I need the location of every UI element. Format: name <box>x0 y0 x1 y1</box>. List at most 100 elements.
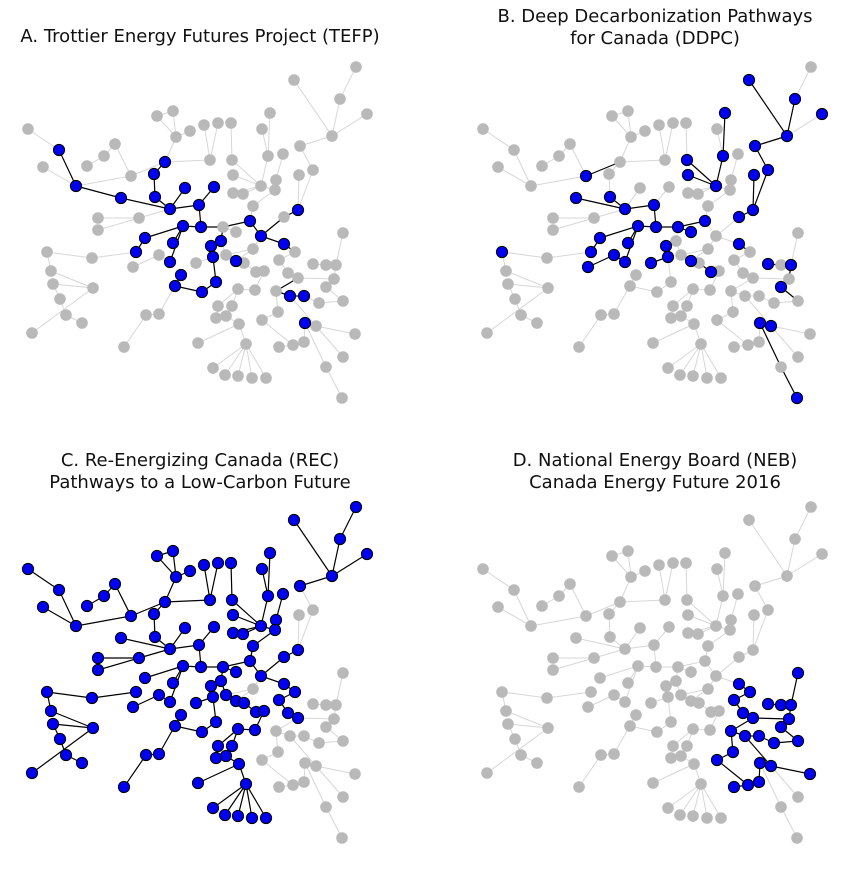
highlighted-edge <box>75 615 132 627</box>
highlighted-node <box>680 153 694 167</box>
node <box>653 559 665 571</box>
node <box>247 683 259 695</box>
highlighted-edge <box>331 553 368 577</box>
edge <box>700 343 722 379</box>
node <box>337 351 349 363</box>
node <box>624 280 636 292</box>
node <box>496 686 508 698</box>
edge <box>197 323 240 344</box>
highlighted-edge <box>759 322 782 368</box>
node <box>699 655 711 667</box>
highlighted-node <box>231 809 245 823</box>
highlighted-node <box>277 650 291 664</box>
edge <box>599 665 639 679</box>
node <box>595 309 607 321</box>
highlighted-edge <box>58 149 77 187</box>
node <box>753 290 765 302</box>
node <box>662 802 674 814</box>
edge <box>267 112 271 157</box>
node <box>41 246 53 258</box>
edge <box>46 251 93 259</box>
edge <box>297 169 314 211</box>
node <box>564 138 576 150</box>
edge <box>91 251 137 259</box>
node <box>717 590 729 602</box>
node <box>226 154 238 166</box>
node <box>547 664 559 676</box>
highlighted-node <box>681 168 695 182</box>
node <box>310 320 322 332</box>
highlighted-node <box>767 736 781 750</box>
highlighted-node <box>791 734 805 748</box>
node <box>219 369 231 381</box>
highlighted-node <box>195 725 209 739</box>
node <box>647 777 659 789</box>
node <box>313 737 325 749</box>
highlighted-node <box>764 759 778 773</box>
highlighted-node <box>138 671 152 685</box>
node <box>118 341 130 353</box>
node <box>659 594 671 606</box>
node <box>603 168 615 180</box>
highlighted-edge <box>91 691 137 699</box>
highlighted-node <box>216 660 230 674</box>
highlighted-edge <box>585 161 621 177</box>
highlighted-node <box>231 722 245 736</box>
node <box>282 267 294 279</box>
edge <box>114 143 132 177</box>
node <box>87 282 99 294</box>
node <box>775 259 787 271</box>
node <box>665 752 677 764</box>
node <box>509 733 521 745</box>
node <box>320 801 332 813</box>
edge <box>770 765 799 798</box>
highlighted-edge <box>75 185 122 199</box>
nodes-layer <box>477 501 828 844</box>
node <box>688 318 700 330</box>
highlighted-node <box>276 587 290 601</box>
highlighted-node <box>752 729 766 743</box>
highlighted-node <box>206 690 220 704</box>
node <box>662 691 674 703</box>
node <box>313 297 325 309</box>
edge <box>230 122 233 161</box>
highlighted-node <box>732 237 746 251</box>
node <box>687 723 699 735</box>
node <box>724 624 736 636</box>
highlighted-node <box>69 179 83 193</box>
edge <box>482 568 515 591</box>
node <box>715 372 727 384</box>
node <box>792 791 804 803</box>
node <box>573 781 585 793</box>
node <box>541 252 553 264</box>
highlighted-node <box>224 556 238 570</box>
edge <box>752 609 769 651</box>
panel-b-title-line-1: B. Deep Decarbonization Pathways <box>497 6 813 27</box>
edge <box>685 122 688 161</box>
highlighted-node <box>569 191 583 205</box>
highlighted-edge <box>144 225 184 239</box>
edge <box>716 319 749 346</box>
highlighted-edge <box>120 197 171 210</box>
highlighted-node <box>40 685 54 699</box>
edge <box>546 691 592 699</box>
highlighted-node <box>178 181 192 195</box>
highlighted-edge <box>123 754 147 788</box>
highlighted-node <box>195 285 209 299</box>
node <box>349 768 361 780</box>
node <box>588 212 600 224</box>
panel-b: B. Deep Decarbonization Pathways for Can… <box>455 0 851 430</box>
node <box>320 281 332 293</box>
highlighted-node <box>163 695 177 709</box>
node <box>695 338 707 350</box>
node <box>606 550 618 562</box>
edge <box>501 691 548 699</box>
node <box>256 314 268 326</box>
edge <box>664 122 674 161</box>
node <box>570 632 582 644</box>
highlighted-node <box>704 265 718 279</box>
highlighted-node <box>661 250 675 264</box>
highlighted-node <box>743 685 757 699</box>
node <box>22 123 34 135</box>
node <box>719 547 731 559</box>
